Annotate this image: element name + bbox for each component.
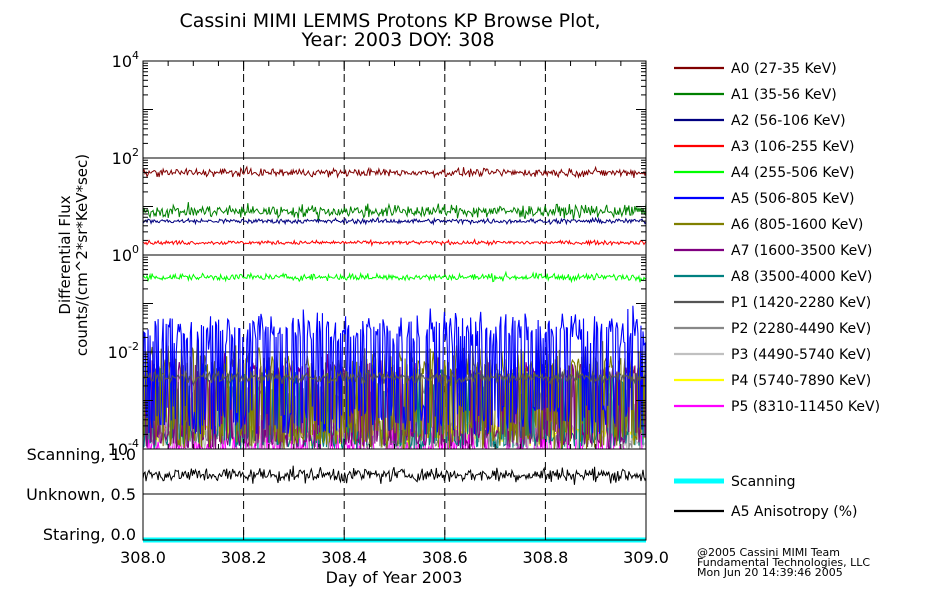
legend-label: A5 (506-805 KeV) <box>731 191 854 207</box>
svg-text:10-4: 10-4 <box>108 437 139 459</box>
y-tick-base: 10 <box>108 343 128 362</box>
legend-item: A0 (27-35 KeV) <box>674 61 837 77</box>
footer-credit-line1: @2005 Cassini MIMI Team <box>697 546 840 559</box>
svg-text:102: 102 <box>112 146 139 168</box>
y-tick-label: 10-4 <box>108 437 139 459</box>
y-tick-label: 100 <box>112 243 139 265</box>
legend-item: P2 (2280-4490 KeV) <box>674 321 871 337</box>
x-tick-label: 308.4 <box>321 548 367 567</box>
chart-title-line1: Cassini MIMI LEMMS Protons KP Browse Plo… <box>179 10 600 32</box>
y-tick-exp: -2 <box>128 340 139 353</box>
legend-label: Scanning <box>731 474 796 490</box>
y-tick-exp: 0 <box>132 243 139 256</box>
legend-item: Scanning <box>674 474 796 490</box>
series-line-a2 <box>142 216 647 226</box>
scan-y-ticks: Scanning, 1.0 Unknown, 0.5 Staring, 0.0 <box>26 445 136 544</box>
series-line-p1 <box>142 369 647 387</box>
scan-panel-frame <box>142 448 647 541</box>
svg-text:10-2: 10-2 <box>108 340 139 362</box>
series-line-a3 <box>142 238 647 247</box>
legend-label: P1 (1420-2280 KeV) <box>731 295 871 311</box>
y-axis-label-line1: Differential Flux <box>56 195 74 314</box>
legend-label: P3 (4490-5740 KeV) <box>731 347 871 363</box>
footer-credit-line3: Mon Jun 20 14:39:46 2005 <box>697 566 843 579</box>
series-line-anisotropy <box>142 465 647 485</box>
legend-lower: Scanning A5 Anisotropy (%) <box>674 474 858 520</box>
legend-label: A2 (56-106 KeV) <box>731 113 846 129</box>
flux-series <box>142 165 647 451</box>
svg-text:104: 104 <box>112 49 139 71</box>
legend-label: A4 (255-506 KeV) <box>731 165 854 181</box>
x-axis-label: Day of Year 2003 <box>326 568 463 587</box>
legend-item: A8 (3500-4000 KeV) <box>674 269 872 285</box>
y-tick-label: 102 <box>112 146 139 168</box>
legend: A0 (27-35 KeV) A1 (35-56 KeV) A2 (56-106 K… <box>674 61 880 415</box>
legend-label: P5 (8310-11450 KeV) <box>731 399 880 415</box>
y-tick-label: 104 <box>112 49 139 71</box>
scan-grid <box>143 449 646 540</box>
scan-series <box>142 465 647 543</box>
series-line-a5 <box>142 305 647 435</box>
legend-item: A5 Anisotropy (%) <box>674 504 858 520</box>
legend-label: A8 (3500-4000 KeV) <box>731 269 872 285</box>
x-tick-label: 308.6 <box>422 548 468 567</box>
legend-label: A3 (106-255 KeV) <box>731 139 854 155</box>
y-tick-label: 10-2 <box>108 340 139 362</box>
svg-text:100: 100 <box>112 243 139 265</box>
x-ticks: 308.0 308.2 308.4 308.6 308.8 309.0 <box>120 530 669 567</box>
x-tick-label: 308.8 <box>522 548 568 567</box>
scan-y-tick-label: Unknown, 0.5 <box>26 485 136 504</box>
footer-credit-line2: Fundamental Technologies, LLC <box>697 556 870 569</box>
y-axis-label-line2: counts/(cm^2*sr*KeV*sec) <box>73 154 91 356</box>
legend-item: A3 (106-255 KeV) <box>674 139 854 155</box>
series-line-a0 <box>142 165 647 179</box>
scan-y-tick-label: Scanning, 1.0 <box>27 445 136 464</box>
y-axis-label: Differential Flux counts/(cm^2*sr*KeV*se… <box>56 154 91 356</box>
chart-title-line2: Year: 2003 DOY: 308 <box>300 29 494 51</box>
legend-label: A6 (805-1600 KeV) <box>731 217 863 233</box>
series-line-a4 <box>142 270 647 284</box>
legend-item: A5 (506-805 KeV) <box>674 191 854 207</box>
x-tick-label: 309.0 <box>623 548 669 567</box>
legend-item: P5 (8310-11450 KeV) <box>674 399 880 415</box>
legend-label: A0 (27-35 KeV) <box>731 61 837 77</box>
legend-item: A2 (56-106 KeV) <box>674 113 846 129</box>
series-line-a7 <box>142 353 647 451</box>
x-tick-label: 308.2 <box>221 548 267 567</box>
legend-label: A7 (1600-3500 KeV) <box>731 243 872 259</box>
legend-label: P4 (5740-7890 KeV) <box>731 373 871 389</box>
legend-item: A1 (35-56 KeV) <box>674 87 837 103</box>
legend-item: P4 (5740-7890 KeV) <box>674 373 871 389</box>
y-tick-exp: 2 <box>132 146 139 159</box>
y-tick-base: 10 <box>108 440 128 459</box>
legend-item: A4 (255-506 KeV) <box>674 165 854 181</box>
legend-item: A7 (1600-3500 KeV) <box>674 243 872 259</box>
y-tick-base: 10 <box>112 52 132 71</box>
legend-label: A1 (35-56 KeV) <box>731 87 837 103</box>
legend-label: A5 Anisotropy (%) <box>731 504 858 520</box>
x-tick-label: 308.0 <box>120 548 166 567</box>
y-tick-exp: -4 <box>128 437 139 450</box>
y-tick-base: 10 <box>112 149 132 168</box>
y-tick-base: 10 <box>112 246 132 265</box>
legend-label: P2 (2280-4490 KeV) <box>731 321 871 337</box>
y-tick-exp: 4 <box>132 49 139 62</box>
scan-y-tick-label: Staring, 0.0 <box>43 525 136 544</box>
legend-item: P3 (4490-5740 KeV) <box>674 347 871 363</box>
legend-item: P1 (1420-2280 KeV) <box>674 295 871 311</box>
legend-item: A6 (805-1600 KeV) <box>674 217 863 233</box>
scan-panel: Scanning, 1.0 Unknown, 0.5 Staring, 0.0 30… <box>26 445 669 567</box>
series-line-a1 <box>142 202 647 221</box>
